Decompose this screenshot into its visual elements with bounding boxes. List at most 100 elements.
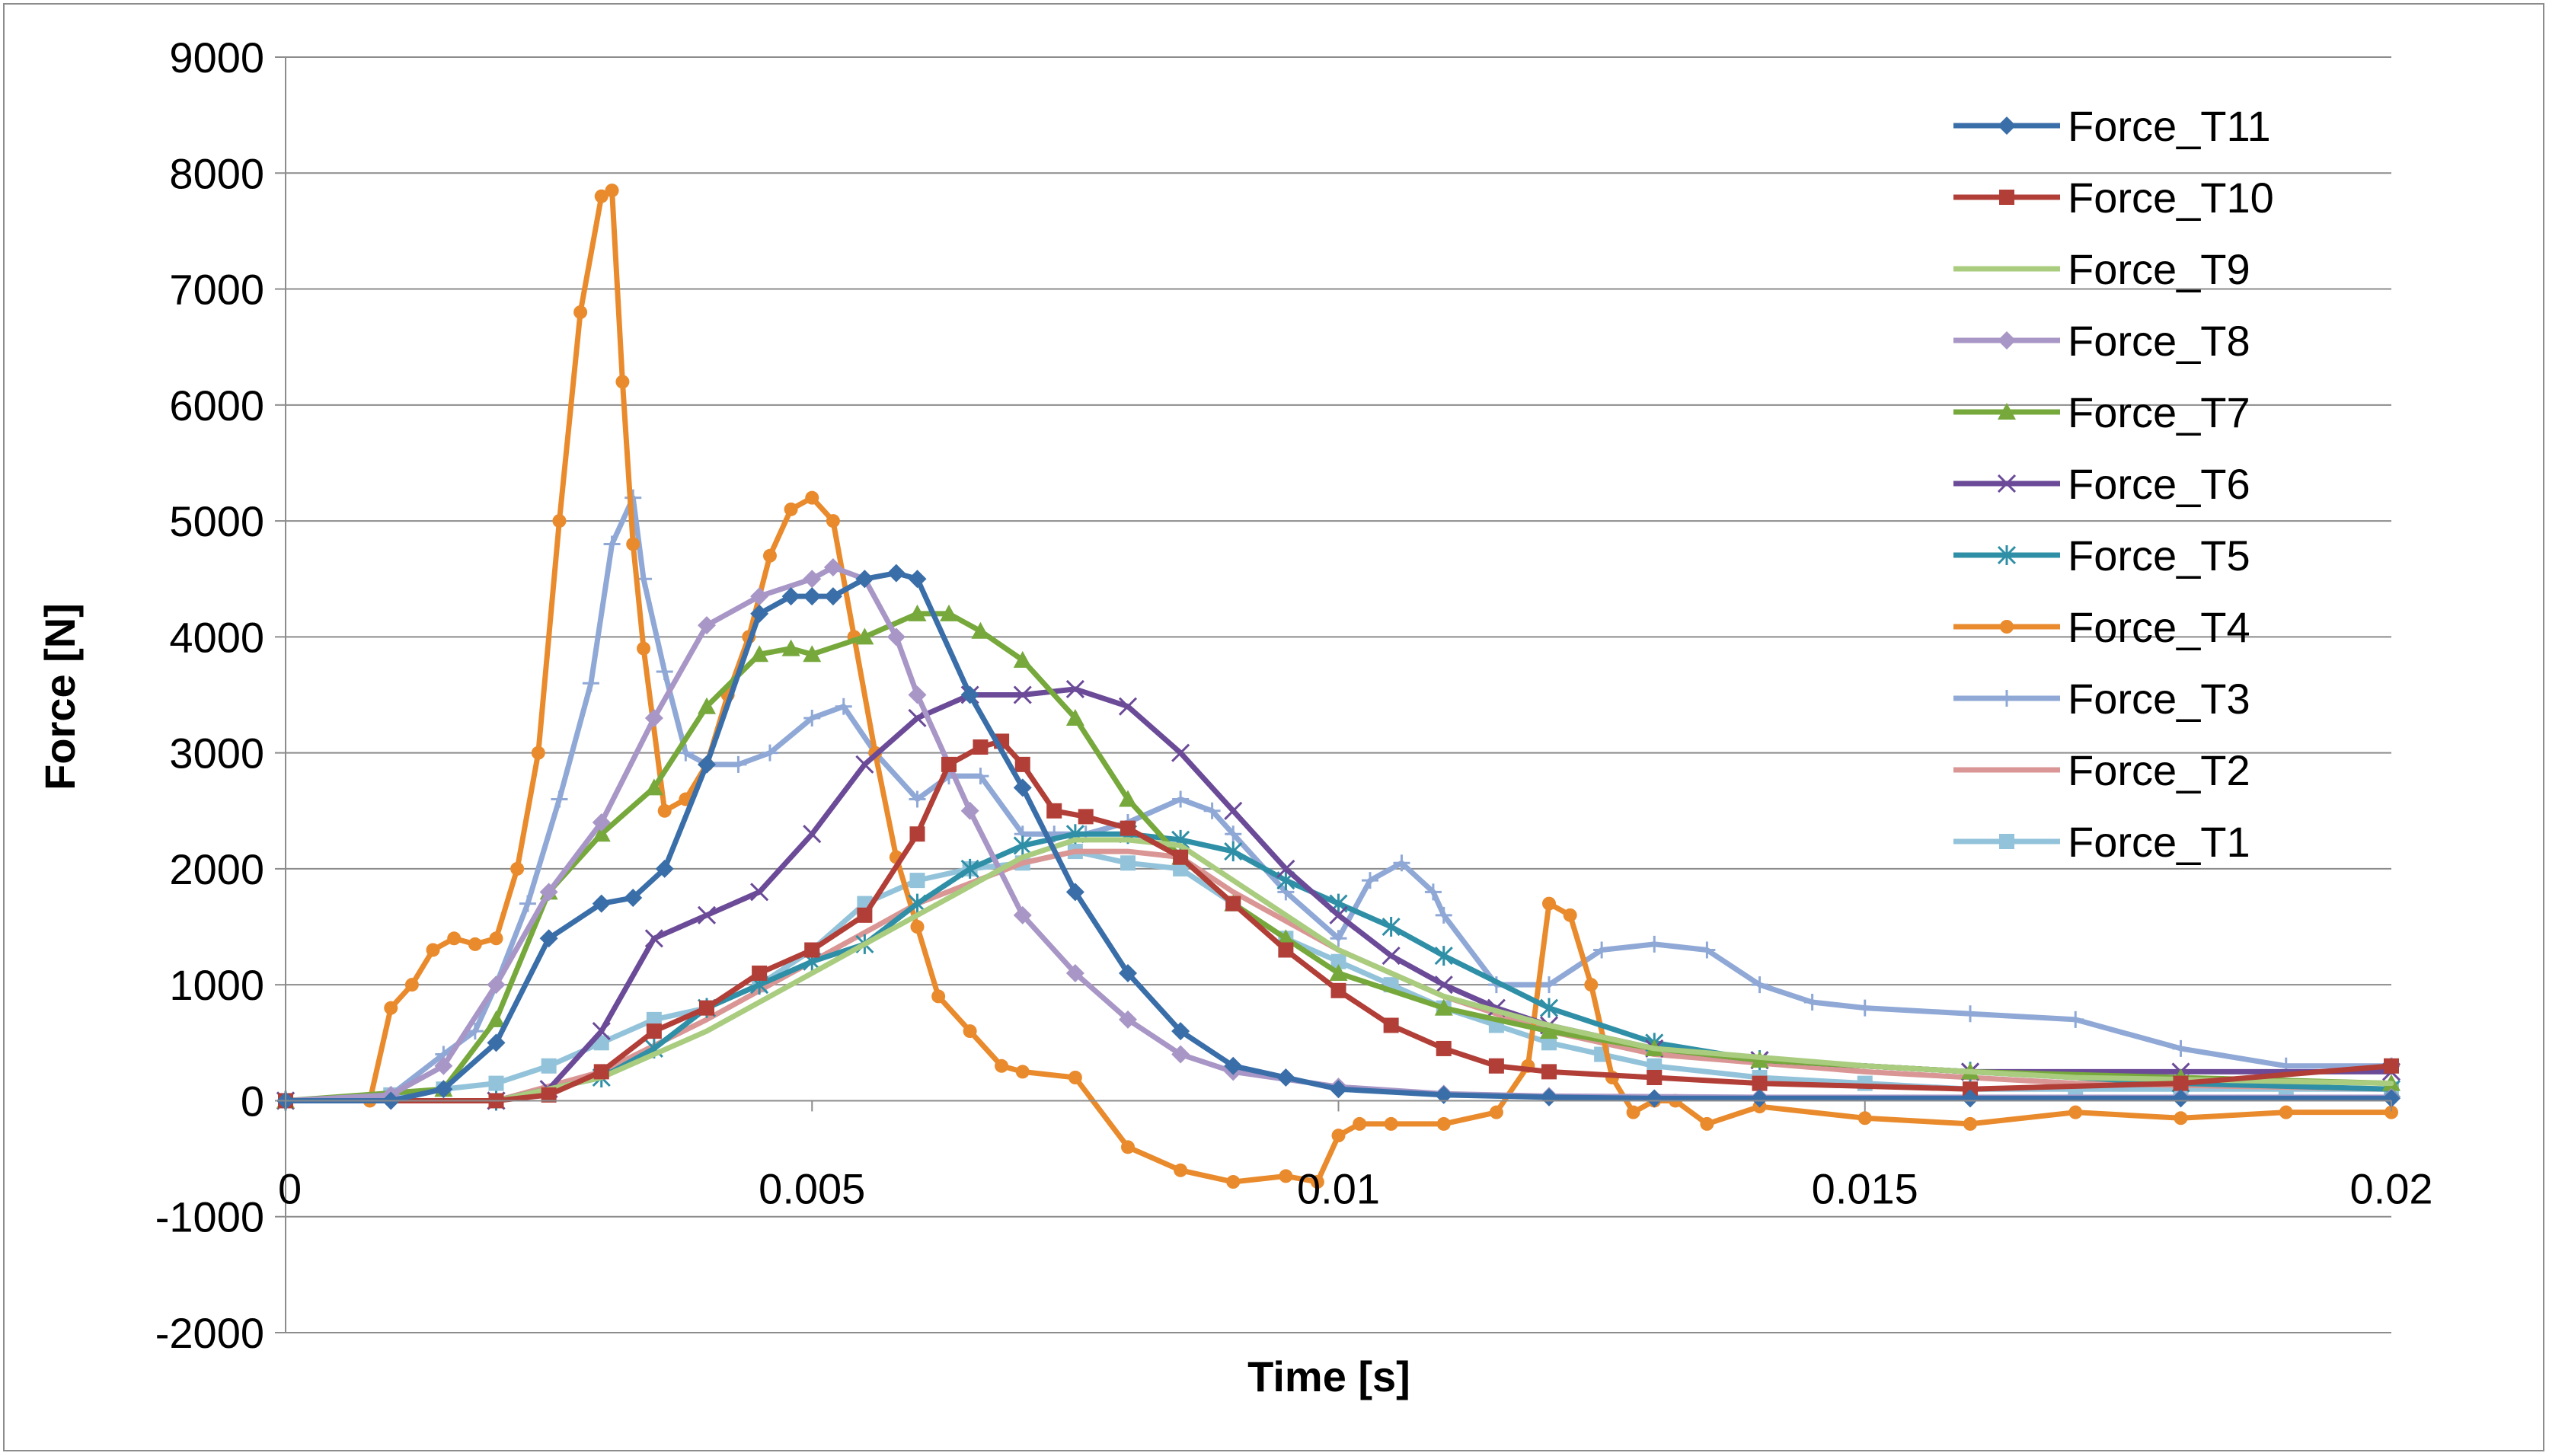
force-t11-point bbox=[698, 755, 716, 774]
series-force-t3 bbox=[277, 489, 2400, 1110]
force-t8-point bbox=[908, 685, 927, 704]
force-t6-point bbox=[1065, 679, 1084, 698]
force-t4-point bbox=[995, 1058, 1009, 1073]
legend-label: Force_T4 bbox=[2068, 603, 2250, 651]
legend-label: Force_T11 bbox=[2068, 102, 2271, 150]
force-t7-point bbox=[1119, 790, 1137, 807]
force-t4-point bbox=[1353, 1116, 1367, 1131]
force-t7-point bbox=[644, 778, 663, 796]
force-t7-point bbox=[781, 639, 800, 656]
legend-marker bbox=[1999, 834, 2014, 849]
force-t11-point bbox=[1961, 1089, 1979, 1108]
force-t4-point bbox=[762, 548, 777, 563]
force-t3-point bbox=[1593, 941, 1611, 959]
legend-label: Force_T8 bbox=[2068, 317, 2250, 365]
force-t4-point bbox=[1489, 1105, 1503, 1119]
force-t4-point bbox=[1584, 978, 1599, 992]
force-t2-line bbox=[283, 848, 2394, 1103]
legend-label: Force_T9 bbox=[2068, 245, 2250, 293]
legend-marker bbox=[2000, 620, 2014, 634]
y-tick-label: -2000 bbox=[155, 1309, 264, 1357]
force-t11-point bbox=[434, 1080, 453, 1099]
force-t6-point bbox=[1382, 947, 1401, 966]
force-t10-point bbox=[1541, 1064, 1557, 1080]
force-t7-line bbox=[283, 611, 2394, 1103]
force-t10-point bbox=[752, 965, 768, 981]
force-t4-point bbox=[384, 1001, 398, 1015]
legend-marker bbox=[1997, 474, 2017, 493]
force-t4-point bbox=[1542, 896, 1556, 911]
legend-label: Force_T6 bbox=[2068, 460, 2250, 508]
y-tick-label: 2000 bbox=[169, 845, 264, 893]
force-t4-point bbox=[626, 537, 640, 551]
force-t10-point bbox=[2384, 1058, 2399, 1074]
force-t4-point bbox=[910, 920, 925, 934]
force-t11-point bbox=[592, 894, 611, 913]
force-t7-point bbox=[1540, 1022, 1558, 1039]
force-t7-point bbox=[487, 1010, 506, 1027]
force-t10-point bbox=[804, 942, 820, 958]
force-t3-point bbox=[803, 709, 821, 726]
force-t11-point bbox=[855, 570, 874, 589]
force-t4-point bbox=[826, 514, 840, 528]
force-t4-point bbox=[2068, 1105, 2083, 1119]
legend: Force_T11 Force_T10 Force_T9 Force_T8 Force_… bbox=[1953, 102, 2274, 866]
force-t8-point bbox=[750, 587, 769, 606]
force-t10-point bbox=[1647, 1070, 1663, 1085]
force-t3-point bbox=[1856, 999, 1873, 1017]
force-t4-point bbox=[1384, 1116, 1398, 1131]
force-t10-point bbox=[1436, 1040, 1452, 1056]
force-t4-point bbox=[1857, 1111, 1872, 1126]
force-t8-point bbox=[1119, 1010, 1137, 1029]
force-t10-point bbox=[973, 739, 989, 755]
force-t7-point bbox=[939, 604, 958, 621]
force-t1-point bbox=[1173, 861, 1189, 876]
legend-item-force-t1: Force_T1 bbox=[1953, 818, 2250, 866]
force-t4-point bbox=[1174, 1163, 1188, 1177]
force-t11-point bbox=[886, 564, 906, 583]
force-t7-point bbox=[1013, 650, 1032, 668]
force-t4-point bbox=[468, 937, 482, 951]
force-t5-point bbox=[960, 858, 979, 879]
force-t4-point bbox=[637, 641, 651, 656]
legend-label: Force_T1 bbox=[2068, 818, 2250, 866]
force-t4-point bbox=[1331, 1129, 1346, 1143]
force-t4-point bbox=[489, 931, 503, 946]
force-t4-point bbox=[594, 189, 609, 203]
force-t4-point bbox=[2279, 1105, 2293, 1119]
force-t4-point bbox=[510, 861, 525, 876]
force-t10-point bbox=[2173, 1075, 2189, 1091]
force-t11-point bbox=[1119, 963, 1137, 982]
legend-item-force-t4: Force_T4 bbox=[1953, 603, 2250, 651]
force-t4-point bbox=[2384, 1105, 2398, 1119]
force-t4-point bbox=[963, 1024, 977, 1039]
legend-label: Force_T10 bbox=[2068, 174, 2274, 222]
force-t7-point bbox=[1276, 929, 1295, 947]
x-tick-label: 0.02 bbox=[2350, 1164, 2433, 1212]
force-t11-point bbox=[781, 587, 800, 606]
force-t8-point bbox=[1065, 963, 1084, 982]
force-t4-point bbox=[552, 514, 567, 528]
force-t5-point bbox=[1013, 835, 1032, 856]
force-t4-point bbox=[1310, 1175, 1324, 1189]
force-t11-point bbox=[2382, 1089, 2400, 1108]
force-t5-point bbox=[1382, 917, 1401, 937]
legend-item-force-t2: Force_T2 bbox=[1953, 746, 2250, 794]
force-t4-point bbox=[657, 803, 672, 818]
force-t10-point bbox=[1078, 809, 1094, 825]
force-t6-point bbox=[1118, 697, 1138, 716]
x-tick-label: 0.015 bbox=[1812, 1164, 1918, 1212]
force-t5-point bbox=[1539, 998, 1559, 1018]
legend-label: Force_T5 bbox=[2068, 532, 2250, 580]
force-t4-point bbox=[531, 746, 545, 760]
force-t3-point bbox=[1393, 854, 1410, 872]
legend-item-force-t5: Force_T5 bbox=[1953, 532, 2250, 580]
force-t1-point bbox=[488, 1075, 504, 1091]
force-t4-point bbox=[447, 931, 462, 946]
force-t10-point bbox=[857, 907, 873, 923]
force-t11-point bbox=[1645, 1089, 1664, 1108]
force-t3-point bbox=[730, 755, 747, 773]
force-t3-point bbox=[1646, 935, 1663, 953]
force-t4-point bbox=[615, 375, 630, 389]
y-tick-label: 1000 bbox=[169, 961, 264, 1009]
